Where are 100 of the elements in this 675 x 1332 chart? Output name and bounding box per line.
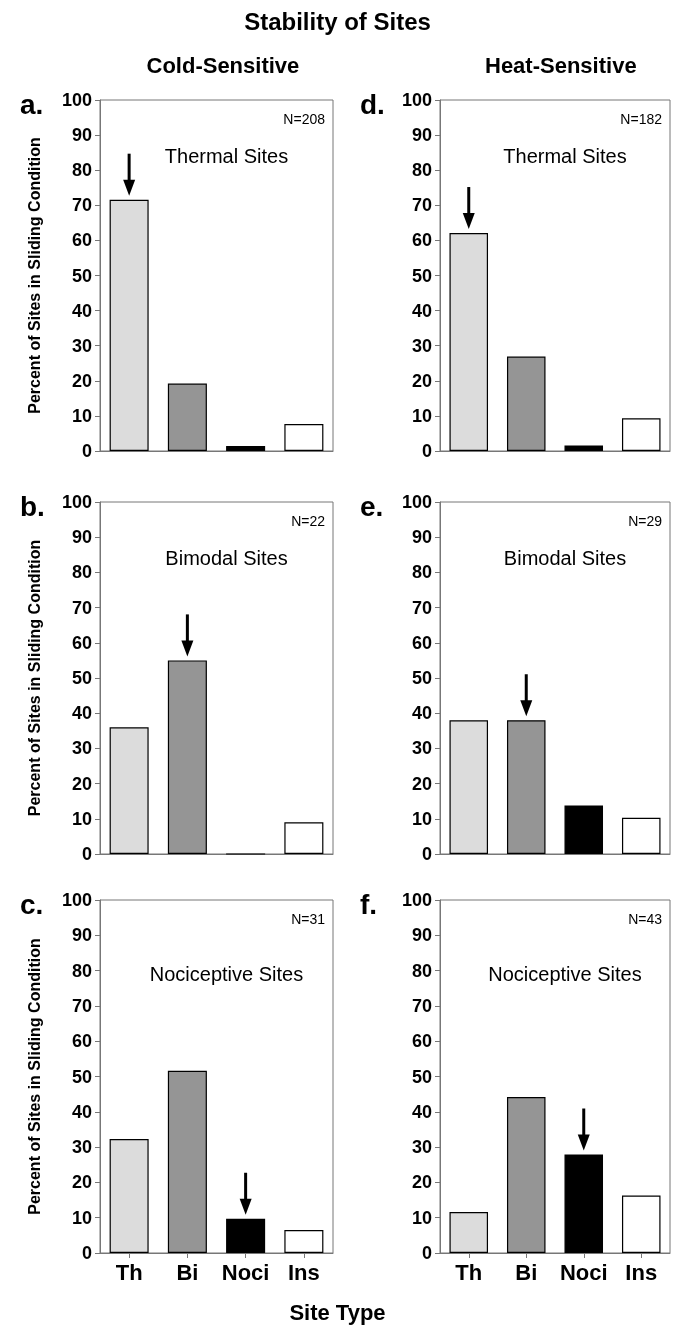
bar — [109, 727, 149, 854]
y-tick-label: 40 — [71, 300, 92, 321]
chart-title: Stability of Sites — [243, 8, 432, 36]
y-tick-label: 20 — [71, 773, 92, 794]
y-tick-label: 0 — [421, 844, 432, 864]
y-tick-label: 30 — [71, 738, 92, 759]
bar — [564, 445, 604, 451]
y-tick-label: 80 — [71, 160, 92, 181]
x-tick-label: Th — [115, 1259, 143, 1285]
y-tick-label: 70 — [411, 995, 432, 1016]
y-tick-label: 70 — [71, 597, 92, 618]
x-tick-label: Bi — [176, 1259, 199, 1285]
y-tick-label: 40 — [411, 703, 432, 724]
y-tick-label: 10 — [71, 808, 92, 829]
bar — [621, 418, 661, 451]
bar — [506, 356, 546, 451]
y-tick-label: 0 — [421, 441, 432, 461]
y-tick-label: 0 — [81, 1243, 92, 1263]
y-axis-title: Percent of Sites in Sliding Condition — [25, 539, 43, 817]
y-tick-label: 80 — [71, 960, 92, 981]
y-tick-label: 50 — [71, 1066, 92, 1087]
y-tick-label: 80 — [411, 960, 432, 981]
y-tick-label: 90 — [411, 527, 432, 548]
bar — [449, 233, 489, 451]
y-tick-label: 60 — [71, 1031, 92, 1052]
x-tick-label: Noci — [559, 1259, 608, 1285]
bar — [109, 1138, 149, 1253]
annotation: Thermal Sites — [503, 144, 627, 167]
y-tick-label: 30 — [411, 738, 432, 759]
y-tick-label: 90 — [411, 125, 432, 146]
y-tick-label: 60 — [71, 230, 92, 251]
bar — [167, 1070, 207, 1253]
y-tick-label: 10 — [411, 1207, 432, 1228]
y-tick-label: 30 — [71, 335, 92, 356]
bar — [284, 423, 324, 451]
y-tick-label: 40 — [71, 703, 92, 724]
bar — [226, 446, 266, 451]
x-tick-label: Ins — [625, 1259, 658, 1285]
y-tick-label: 70 — [71, 995, 92, 1016]
y-tick-label: 60 — [411, 632, 432, 653]
bar — [449, 1212, 489, 1253]
y-tick-label: 90 — [411, 925, 432, 946]
y-tick-label: 40 — [411, 1101, 432, 1122]
y-tick-label: 70 — [411, 597, 432, 618]
x-tick-label: Noci — [221, 1259, 270, 1285]
y-tick-label: 100 — [61, 90, 92, 110]
y-tick-label: 50 — [411, 668, 432, 688]
bar — [109, 199, 149, 451]
y-tick-label: 50 — [411, 1066, 432, 1087]
x-axis-title: Site Type — [288, 1300, 387, 1326]
y-tick-label: 20 — [71, 370, 92, 391]
y-tick-label: 100 — [61, 492, 92, 512]
annotation: Thermal Sites — [164, 144, 289, 167]
text: d. — [360, 88, 385, 120]
y-tick-label: 0 — [81, 441, 92, 461]
y-tick-label: 80 — [71, 562, 92, 583]
y-tick-label: 40 — [411, 300, 432, 321]
y-tick-label: 20 — [411, 370, 432, 391]
y-tick-label: 0 — [421, 1243, 432, 1263]
text: c. — [20, 888, 44, 920]
bar — [506, 720, 546, 854]
y-tick-label: 0 — [81, 844, 92, 864]
bar — [284, 1230, 324, 1253]
y-tick-label: 100 — [61, 890, 92, 910]
y-tick-label: 60 — [71, 632, 92, 653]
chart-subtitle: Heat-Sensitive — [485, 52, 637, 78]
y-tick-label: 80 — [411, 160, 432, 181]
bar — [449, 720, 489, 854]
y-tick-label: 70 — [411, 195, 432, 216]
annotation: N=182 — [620, 111, 663, 127]
bar — [167, 383, 207, 451]
y-tick-label: 40 — [71, 1101, 92, 1122]
y-tick-label: 20 — [411, 773, 432, 794]
bar — [226, 1218, 266, 1253]
y-axis-title: Percent of Sites in Sliding Condition — [25, 137, 43, 414]
y-tick-label: 60 — [411, 230, 432, 251]
annotation: Bimodal Sites — [165, 546, 288, 569]
text: f. — [360, 888, 378, 920]
y-tick-label: 60 — [411, 1031, 432, 1052]
annotation: Nociceptive Sites — [149, 962, 304, 985]
bar — [564, 805, 604, 854]
y-tick-label: 50 — [71, 668, 92, 688]
y-tick-label: 100 — [401, 492, 432, 512]
y-tick-label: 90 — [71, 527, 92, 548]
y-tick-label: 20 — [411, 1172, 432, 1193]
y-tick-label: 30 — [71, 1137, 92, 1158]
text: e. — [360, 490, 384, 522]
annotation: N=43 — [628, 911, 663, 927]
text: b. — [20, 490, 45, 522]
y-tick-label: 20 — [71, 1172, 92, 1193]
x-tick-label: Ins — [287, 1259, 320, 1285]
bar — [621, 1195, 661, 1253]
annotation: N=31 — [291, 911, 326, 927]
y-tick-label: 30 — [411, 335, 432, 356]
y-tick-label: 50 — [411, 265, 432, 286]
y-tick-label: 10 — [411, 405, 432, 426]
annotation: Nociceptive Sites — [488, 962, 642, 985]
y-axis-title: Percent of Sites in Sliding Condition — [25, 938, 43, 1215]
y-tick-label: 10 — [411, 808, 432, 829]
y-tick-label: 50 — [71, 265, 92, 286]
